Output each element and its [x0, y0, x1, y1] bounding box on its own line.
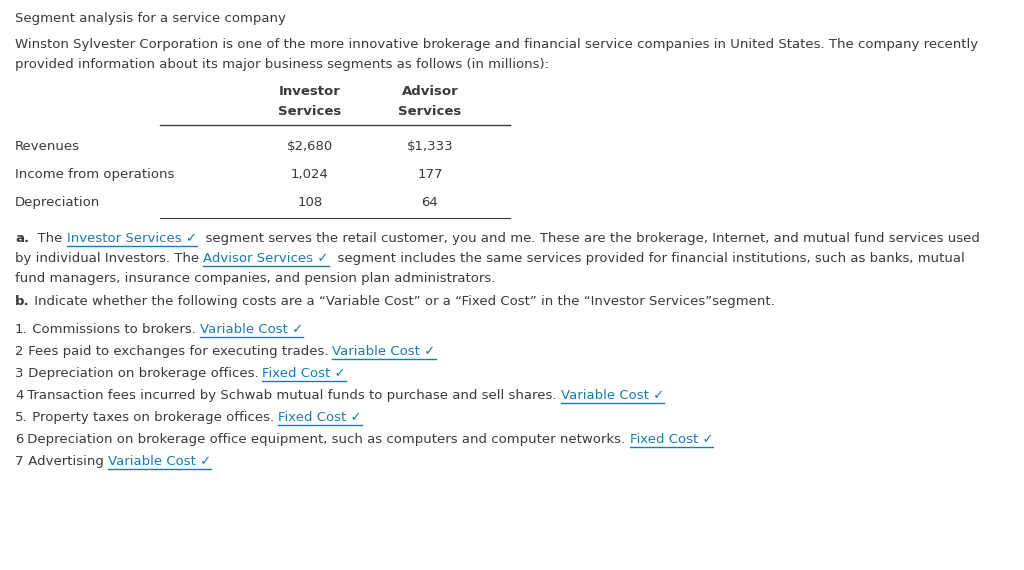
Text: $2,680: $2,680 — [287, 140, 333, 153]
Text: Fees paid to exchanges for executing trades.: Fees paid to exchanges for executing tra… — [24, 345, 332, 358]
Text: 2: 2 — [15, 345, 24, 358]
Text: Fixed Cost ✓: Fixed Cost ✓ — [278, 411, 361, 424]
Text: Investor: Investor — [280, 85, 341, 98]
Text: 5.: 5. — [15, 411, 28, 424]
Text: Revenues: Revenues — [15, 140, 80, 153]
Text: Depreciation: Depreciation — [15, 196, 100, 209]
Text: provided information about its major business segments as follows (in millions):: provided information about its major bus… — [15, 58, 549, 71]
Text: Property taxes on brokerage offices.: Property taxes on brokerage offices. — [28, 411, 278, 424]
Text: The: The — [29, 232, 67, 245]
Text: Advertising: Advertising — [24, 455, 108, 468]
Text: Depreciation on brokerage offices.: Depreciation on brokerage offices. — [24, 367, 262, 380]
Text: 64: 64 — [422, 196, 438, 209]
Text: segment serves the retail customer, you and me. These are the brokerage, Interne: segment serves the retail customer, you … — [197, 232, 980, 245]
Text: Variable Cost ✓: Variable Cost ✓ — [561, 389, 665, 402]
Text: Fixed Cost ✓: Fixed Cost ✓ — [262, 367, 346, 380]
Text: Winston Sylvester Corporation is one of the more innovative brokerage and financ: Winston Sylvester Corporation is one of … — [15, 38, 978, 51]
Text: 6: 6 — [15, 433, 24, 446]
Text: 108: 108 — [297, 196, 323, 209]
Text: 4: 4 — [15, 389, 24, 402]
Text: Variable Cost ✓: Variable Cost ✓ — [200, 323, 303, 336]
Text: 7: 7 — [15, 455, 24, 468]
Text: Services: Services — [279, 105, 342, 118]
Text: Income from operations: Income from operations — [15, 168, 174, 181]
Text: segment includes the same services provided for financial institutions, such as : segment includes the same services provi… — [329, 252, 965, 265]
Text: Segment analysis for a service company: Segment analysis for a service company — [15, 12, 286, 25]
Text: 177: 177 — [417, 168, 442, 181]
Text: fund managers, insurance companies, and pension plan administrators.: fund managers, insurance companies, and … — [15, 272, 496, 285]
Text: 1,024: 1,024 — [291, 168, 329, 181]
Text: 3: 3 — [15, 367, 24, 380]
Text: $1,333: $1,333 — [407, 140, 454, 153]
Text: 1.: 1. — [15, 323, 28, 336]
Text: Services: Services — [398, 105, 462, 118]
Text: Indicate whether the following costs are a “Variable Cost” or a “Fixed Cost” in : Indicate whether the following costs are… — [30, 295, 774, 308]
Text: Commissions to brokers.: Commissions to brokers. — [28, 323, 200, 336]
Text: Advisor Services ✓: Advisor Services ✓ — [204, 252, 329, 265]
Text: Variable Cost ✓: Variable Cost ✓ — [332, 345, 435, 358]
Text: by individual Investors. The: by individual Investors. The — [15, 252, 204, 265]
Text: a.: a. — [15, 232, 29, 245]
Text: Advisor: Advisor — [401, 85, 459, 98]
Text: Depreciation on brokerage office equipment, such as computers and computer netwo: Depreciation on brokerage office equipme… — [24, 433, 630, 446]
Text: Variable Cost ✓: Variable Cost ✓ — [108, 455, 211, 468]
Text: b.: b. — [15, 295, 30, 308]
Text: Fixed Cost ✓: Fixed Cost ✓ — [630, 433, 714, 446]
Text: Transaction fees incurred by Schwab mutual funds to purchase and sell shares.: Transaction fees incurred by Schwab mutu… — [24, 389, 561, 402]
Text: Investor Services ✓: Investor Services ✓ — [67, 232, 197, 245]
